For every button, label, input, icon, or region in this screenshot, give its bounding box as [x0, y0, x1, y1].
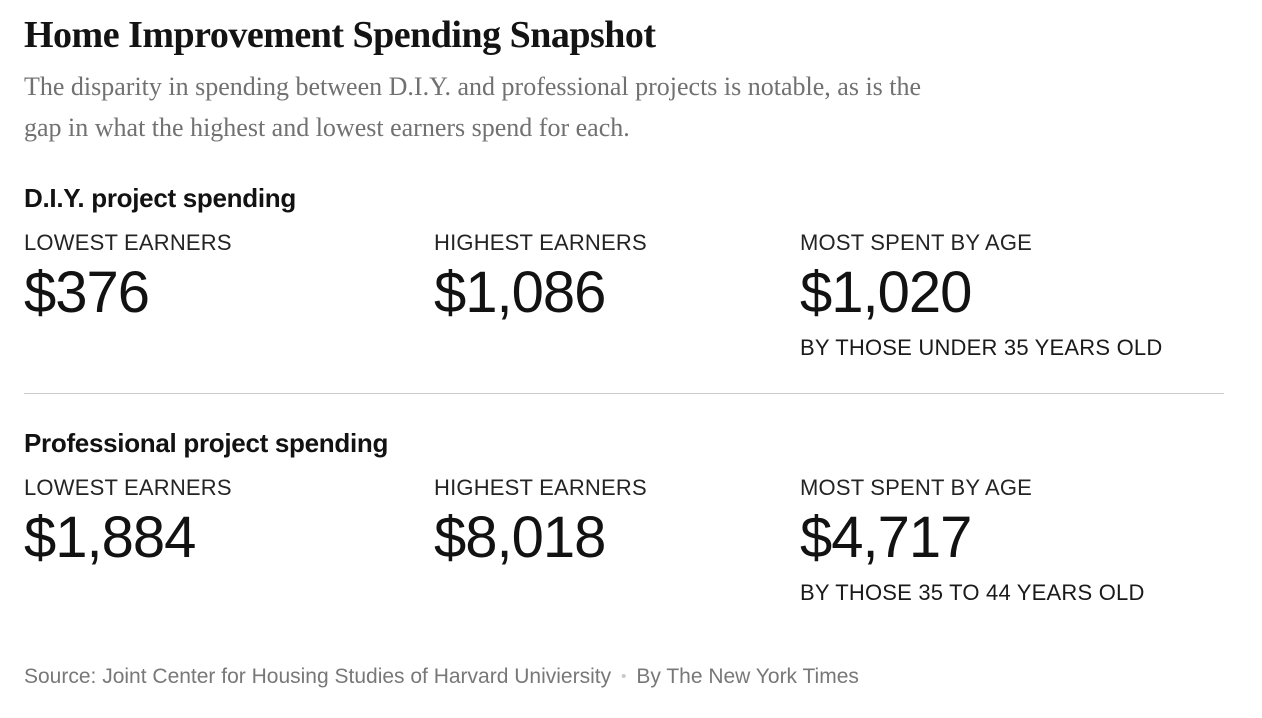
- stat-value: $8,018: [434, 505, 606, 570]
- subtitle-line-2: gap in what the highest and lowest earne…: [24, 113, 630, 142]
- professional-stat-highest-earners: HIGHEST EARNERS $8,018: [434, 475, 800, 605]
- byline-text: By The New York Times: [636, 665, 859, 688]
- stat-label: HIGHEST EARNERS: [434, 230, 647, 255]
- section-divider: [24, 393, 1224, 394]
- stat-label: HIGHEST EARNERS: [434, 475, 647, 500]
- stat-label: LOWEST EARNERS: [24, 230, 232, 255]
- stat-label: MOST SPENT BY AGE: [800, 475, 1033, 500]
- page-title: Home Improvement Spending Snapshot: [24, 14, 656, 56]
- stat-value: $1,086: [434, 260, 606, 325]
- subtitle-line-1: The disparity in spending between D.I.Y.…: [24, 72, 922, 101]
- dot-separator-icon: •: [621, 668, 627, 685]
- professional-stat-most-spent-by-age: MOST SPENT BY AGE $4,717 BY THOSE 35 TO …: [800, 475, 1224, 605]
- page-subtitle: The disparity in spending between D.I.Y.…: [24, 66, 921, 148]
- professional-stat-lowest-earners: LOWEST EARNERS $1,884: [24, 475, 434, 605]
- stat-label: LOWEST EARNERS: [24, 475, 232, 500]
- source-text: Source: Joint Center for Housing Studies…: [24, 665, 612, 688]
- diy-section-heading: D.I.Y. project spending: [24, 183, 296, 213]
- diy-stat-lowest-earners: LOWEST EARNERS $376: [24, 230, 434, 360]
- stat-value: $1,020: [800, 260, 972, 325]
- section-diy-spending: D.I.Y. project spending LOWEST EARNERS $…: [24, 183, 1224, 360]
- stat-value: $4,717: [800, 505, 972, 570]
- stat-age-note: BY THOSE UNDER 35 YEARS OLD: [800, 335, 1163, 360]
- professional-stat-grid: LOWEST EARNERS $1,884 HIGHEST EARNERS $8…: [24, 475, 1224, 605]
- stat-age-note: BY THOSE 35 TO 44 YEARS OLD: [800, 580, 1145, 605]
- section-professional-spending: Professional project spending LOWEST EAR…: [24, 428, 1224, 605]
- stat-label: MOST SPENT BY AGE: [800, 230, 1033, 255]
- stat-value: $1,884: [24, 505, 196, 570]
- diy-stat-most-spent-by-age: MOST SPENT BY AGE $1,020 BY THOSE UNDER …: [800, 230, 1224, 360]
- stat-value: $376: [24, 260, 150, 325]
- professional-section-heading: Professional project spending: [24, 428, 389, 458]
- diy-stat-grid: LOWEST EARNERS $376 HIGHEST EARNERS $1,0…: [24, 230, 1224, 360]
- diy-stat-highest-earners: HIGHEST EARNERS $1,086: [434, 230, 800, 360]
- footer: Source: Joint Center for Housing Studies…: [24, 664, 859, 690]
